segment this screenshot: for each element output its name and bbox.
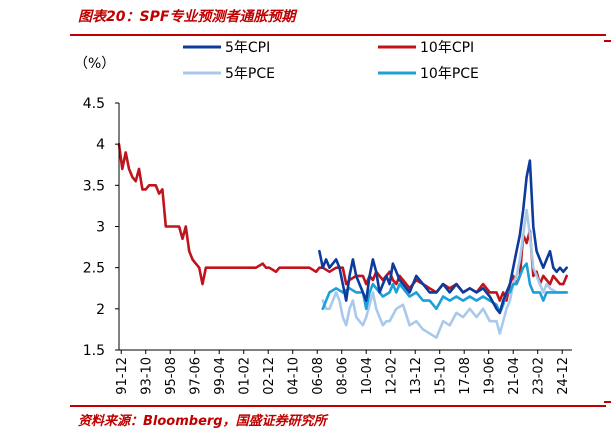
x-tick-label: 12-02 [385,357,400,395]
x-axis-ticks: 91-12 93-10 95-08 97-06 99-04 01-02 02-12 04-10… [115,350,571,395]
x-tick-label: 04-10 [287,357,302,395]
y-tick-label: 3.5 [83,178,105,194]
series-line-5年CPI [318,159,569,315]
series-lines [117,142,569,340]
y-tick-label: 4 [96,137,105,153]
x-tick-label: 06-08 [311,357,326,395]
x-tick-label: 93-10 [140,357,155,395]
edge-mark [604,40,611,42]
y-tick-label: 3 [96,220,105,236]
x-tick-label: 08-06 [336,357,351,395]
source-divider [70,405,606,407]
chart-title: 图表20：SPF专业预测者通胀预期 [78,9,296,25]
y-tick-label: 4.5 [83,96,105,112]
source-note: 资料来源：Bloomberg，国盛证券研究所 [78,414,327,429]
legend-label: 10年PCE [420,66,479,82]
x-tick-label: 24-12 [556,357,571,395]
x-tick-label: 23-02 [532,357,547,395]
series-line-10年CPI [117,142,569,302]
x-tick-label: 10-04 [360,357,375,395]
x-tick-label: 15-10 [434,357,449,395]
series-line-5年PCE [321,208,569,340]
y-tick-label: 2 [96,302,105,318]
title-divider [70,34,606,36]
x-tick-label: 13-12 [409,357,424,395]
y-tick-label: 1.5 [83,343,105,359]
y-unit-label: （%） [74,56,115,72]
legend-label: 5年PCE [225,66,275,82]
x-tick-label: 19-06 [483,357,498,395]
x-tick-label: 95-08 [164,357,179,395]
x-tick-label: 02-12 [262,357,277,395]
x-tick-label: 21-04 [507,357,522,395]
series-line-10年PCE [321,262,569,315]
x-tick-label: 01-02 [238,357,253,395]
x-tick-label: 99-04 [213,357,228,395]
y-axis-ticks: 4.5 4 3.5 3 2.5 2 1.5 [83,96,119,359]
x-tick-label: 97-06 [189,357,204,395]
x-tick-label: 17-08 [458,357,473,395]
legend-label: 5年CPI [225,40,270,56]
x-tick-label: 91-12 [115,357,130,395]
edge-mark [604,401,611,403]
legend-label: 10年CPI [420,40,474,56]
y-tick-label: 2.5 [83,261,105,277]
legend: 5年CPI 10年CPI 5年PCE 10年PCE [183,40,479,82]
